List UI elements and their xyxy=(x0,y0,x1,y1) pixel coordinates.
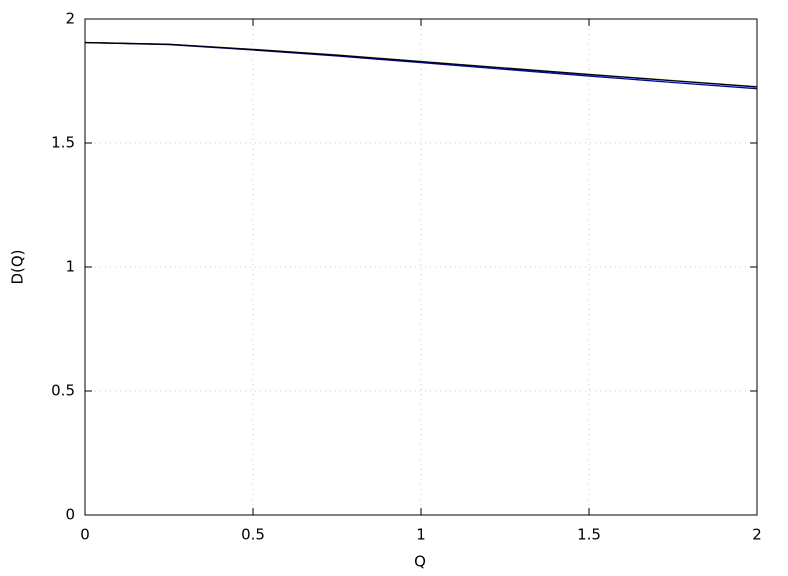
y-tick-label: 2 xyxy=(65,10,75,28)
y-tick-label: 1.5 xyxy=(51,134,75,152)
x-tick-label: 1 xyxy=(416,526,426,544)
data-line xyxy=(84,41,758,88)
y-tick-label: 0 xyxy=(65,506,75,524)
y-axis-label: D(Q) xyxy=(9,249,27,284)
x-tick-label: 2 xyxy=(752,526,762,544)
x-tick-label: 1.5 xyxy=(577,526,601,544)
y-tick-label: 0.5 xyxy=(51,382,75,400)
x-tick-label: 0.5 xyxy=(241,526,265,544)
x-tick-label: 0 xyxy=(80,526,90,544)
plot-frame xyxy=(84,18,758,516)
y-tick-label: 1 xyxy=(65,258,75,276)
x-axis-label: Q xyxy=(414,553,426,571)
